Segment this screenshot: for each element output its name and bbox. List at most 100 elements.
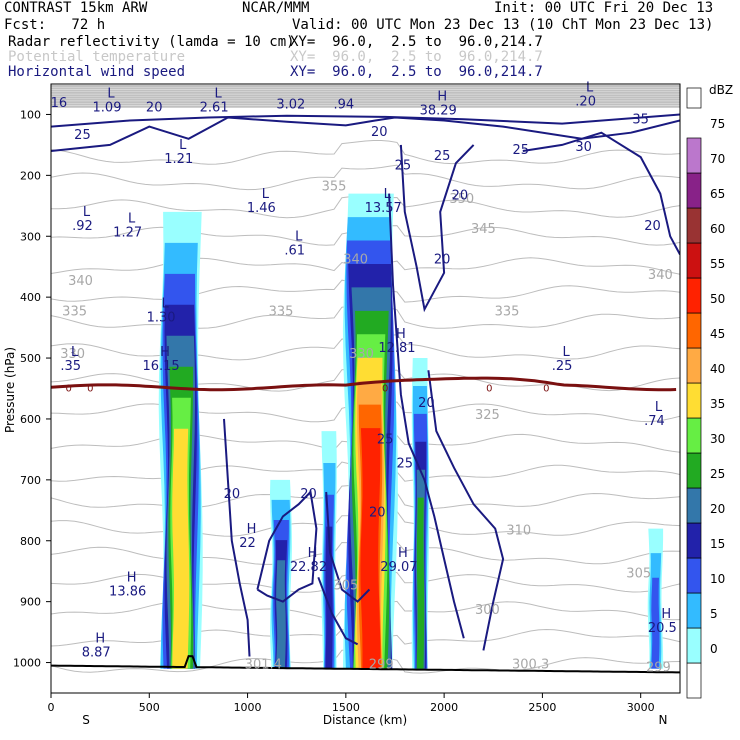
x-axis-title: Distance (km)	[323, 713, 407, 727]
colorbar-swatch	[686, 382, 702, 419]
wind-contour-label: 35	[632, 113, 649, 128]
extremum-value: .94	[334, 97, 355, 112]
extremum-value: .74	[644, 414, 665, 429]
theta-label: 355	[322, 180, 347, 195]
colorbar-level-label: 70	[710, 152, 725, 166]
x-tick-label: 1000	[234, 701, 262, 714]
colorbar-level-label: 35	[710, 397, 725, 411]
extremum-value: .25	[552, 359, 573, 374]
y-axis-title: Pressure (hPa)	[3, 347, 17, 433]
theta-contour-line	[51, 164, 680, 191]
theta-label: 340	[343, 253, 368, 268]
theta-label: 299	[369, 658, 394, 673]
y-tick-label: 900	[20, 596, 41, 609]
zero-contour-label: 0	[66, 383, 72, 394]
theta-label: 305	[333, 578, 358, 593]
extremum-marker: L	[562, 345, 570, 360]
wind-contour-label: 20	[369, 505, 386, 520]
extremum-value: .35	[60, 359, 81, 374]
wind-contour-label: 20	[418, 396, 435, 411]
extremum-marker: H	[160, 345, 170, 360]
theta-label: 335	[495, 304, 520, 319]
zero-contour-label: 0	[87, 383, 93, 394]
extremum-value: 3.02	[276, 97, 305, 112]
y-tick-label: 600	[20, 413, 41, 426]
zero-contour-line	[51, 376, 677, 392]
y-tick-label: 1000	[13, 657, 41, 670]
colorbar: dBZ 0 5 10 15 20 25 30 35 40 45 50 55 60 65 70 75	[686, 83, 733, 699]
theta-label: 340	[648, 268, 673, 283]
theta-label: 335	[62, 304, 87, 319]
theta-label: 300	[475, 603, 500, 618]
colorbar-swatch	[686, 592, 702, 629]
colorbar-level-label: 45	[710, 327, 725, 341]
theta-label: 340	[68, 274, 93, 289]
theta-label: 325	[475, 408, 500, 423]
extremum-marker: L	[128, 211, 136, 226]
zero-contour-label: 0	[486, 383, 492, 394]
colorbar-level-label: 30	[710, 432, 725, 446]
wind-contour-label: 20	[434, 253, 451, 268]
y-tick-label: 100	[20, 108, 41, 121]
colorbar-level-label: 0	[710, 642, 718, 656]
extremum-marker: H	[127, 571, 137, 586]
extremum-marker: L	[71, 345, 79, 360]
extremum-value: .61	[284, 244, 305, 259]
theta-label: 345	[471, 222, 496, 237]
wind-contour-line	[399, 144, 475, 313]
y-tick-label: 400	[20, 291, 41, 304]
colorbar-swatch	[686, 522, 702, 559]
wind-contour-label: 25	[74, 128, 91, 143]
x-tick-label: 2000	[430, 701, 458, 714]
x-tick-label: 0	[48, 701, 55, 714]
wind-contour-label: 25	[395, 158, 412, 173]
colorbar-swatch	[686, 627, 702, 664]
extremum-value: 22	[239, 536, 256, 551]
extremum-value: 1.30	[147, 311, 176, 326]
extremum-value: 8.87	[82, 645, 111, 660]
zero-contour-label: 0	[382, 383, 388, 394]
org-label: NCAR/MMM	[242, 0, 310, 16]
extremum-marker: L	[262, 187, 270, 202]
colorbar-unit: dBZ	[709, 83, 733, 97]
model-title: CONTRAST 15km ARW	[4, 0, 148, 16]
field-name-wind: Horizontal wind speed	[8, 64, 186, 80]
x-tick-label: 2500	[528, 701, 556, 714]
extremum-value: 1.46	[247, 201, 276, 216]
y-tick-label: 700	[20, 474, 41, 487]
x-end-label-north: N	[659, 713, 668, 727]
y-tick-label: 200	[20, 169, 41, 182]
wind-contour-line	[223, 418, 251, 657]
extremum-marker: L	[83, 205, 91, 220]
colorbar-swatch	[686, 242, 702, 279]
extremum-value: 29.07	[380, 560, 417, 575]
wind-contour-label: 25	[377, 432, 394, 447]
reflectivity-cell-level	[276, 560, 286, 669]
extremum-value: 2.61	[200, 100, 229, 115]
extremum-marker: L	[107, 86, 115, 101]
colorbar-level-label: 25	[710, 467, 725, 481]
extremum-marker: L	[215, 86, 223, 101]
zero-theta-line: 0 0 0 0 0	[51, 376, 677, 394]
wind-contour-line	[51, 116, 680, 152]
colorbar-level-label: 60	[710, 222, 725, 236]
reflectivity-cell-level	[416, 497, 425, 669]
colorbar-swatch	[686, 452, 702, 489]
wind-contour-label: 20	[224, 487, 241, 502]
wind-contour-line	[522, 131, 680, 255]
extremum-marker: H	[437, 89, 447, 104]
x-end-label-south: S	[82, 713, 90, 727]
field-name-reflectivity: Radar reflectivity (lamda = 10 cm)	[8, 34, 295, 50]
colorbar-level-label: 10	[710, 572, 725, 586]
reflectivity-cell-level	[360, 428, 381, 669]
extremum-marker: H	[247, 522, 257, 537]
extremum-value: 16.15	[142, 359, 179, 374]
colorbar-level-label: 40	[710, 362, 725, 376]
colorbar-level-label: 5	[710, 607, 718, 621]
wind-contour-line	[325, 491, 371, 603]
extremum-value: .92	[72, 219, 93, 234]
theta-label: 300.3	[512, 658, 549, 673]
valid-time: Valid: 00 UTC Mon 23 Dec 13 (10 ChT Mon …	[292, 17, 714, 33]
zero-contour-label: 0	[543, 383, 549, 394]
